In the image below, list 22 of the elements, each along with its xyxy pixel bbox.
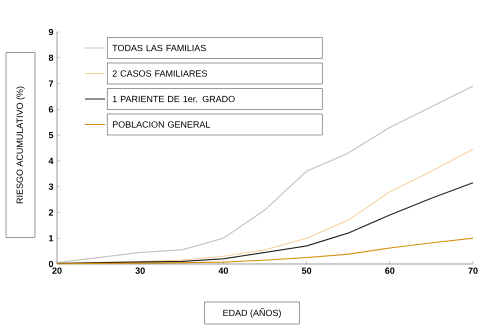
y-tick-label: 8	[48, 54, 54, 61]
y-tick-label: 2	[48, 209, 54, 216]
y-tick-label: 3	[48, 183, 54, 190]
legend-label: 2 CASOS FAMILIARES	[112, 70, 207, 77]
y-tick-label: 0	[48, 260, 54, 268]
y-tick-label: 1	[49, 235, 54, 242]
x-tick-label: 40	[218, 268, 228, 274]
x-tick-label: 20	[52, 268, 62, 274]
x-tick-label: 50	[302, 268, 312, 274]
y-tick-label: 9	[48, 28, 54, 36]
y-tick-label: 4	[48, 158, 54, 164]
y-tick-label: 6	[48, 106, 54, 113]
legend-label: 1 PARIENTE DE 1er. GRADO	[112, 96, 235, 102]
x-axis-title: EDAD (AÑOS)	[223, 308, 281, 318]
y-tick-label: 5	[48, 132, 54, 138]
y-axis-title: RIESGO ACUMULATIVO (%)	[16, 86, 25, 204]
x-tick-label: 60	[385, 268, 394, 274]
legend-label: TODAS LAS FAMILIAS	[112, 44, 206, 52]
x-tick-label: 30	[135, 268, 145, 274]
y-tick-label: 7	[48, 80, 54, 87]
x-tick-label: 70	[468, 268, 478, 274]
legend-label: POBLACION GENERAL	[112, 121, 210, 128]
